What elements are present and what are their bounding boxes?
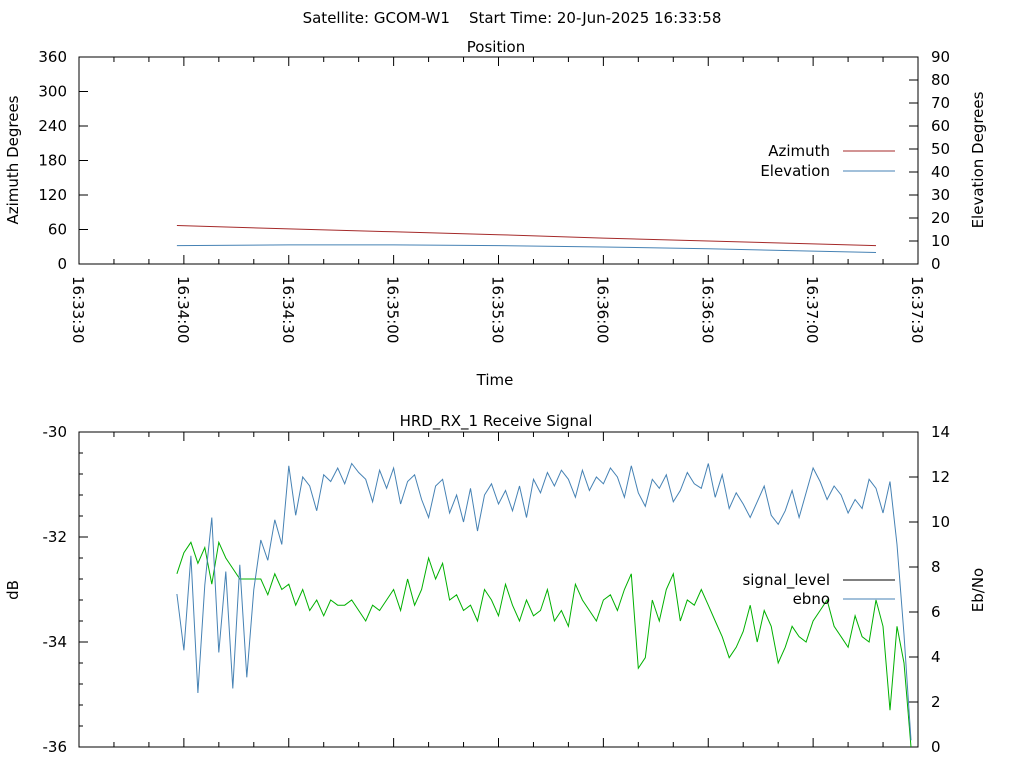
position-x-tick-labels: 16:33:30 16:34:00 16:34:30 16:35:00 16:35:30…	[69, 276, 926, 343]
position-series	[176, 225, 877, 253]
y2-tick-label: 80	[931, 71, 950, 89]
y2-tick-label: 4	[931, 648, 941, 666]
signal-y-tick-labels: -30 -32 -34 -36	[43, 423, 68, 756]
position-chart: Position 0 60 120 180 240 300 360 0 10 20 30 40 50 6…	[4, 38, 987, 389]
y2-tick-label: 0	[931, 255, 941, 273]
position-ylabel: Azimuth Degrees	[4, 95, 22, 224]
y-tick-label: -34	[43, 633, 68, 651]
series-line-azimuth	[176, 225, 877, 247]
signal-ticks	[78, 431, 919, 748]
position-y-tick-labels: 0 60 120 180 240 300 360	[38, 48, 67, 273]
y2-tick-label: 20	[931, 209, 950, 227]
legend-label: Azimuth	[768, 142, 830, 160]
y2-tick-label: 6	[931, 603, 941, 621]
y2-tick-label: 60	[931, 117, 950, 135]
legend-label: Elevation	[760, 162, 830, 180]
x-tick-label: 16:37:00	[803, 276, 821, 343]
y2-tick-label: 2	[931, 693, 941, 711]
y-tick-label: 180	[38, 152, 67, 170]
x-tick-label: 16:33:30	[69, 276, 87, 343]
y-tick-label: 240	[38, 117, 67, 135]
signal-y2-tick-labels: 0 2 4 6 8 10 12 14	[931, 423, 950, 756]
signal-ylabel: dB	[4, 580, 22, 600]
y2-tick-label: 0	[931, 738, 941, 756]
y2-tick-label: 10	[931, 232, 950, 250]
y-tick-label: -36	[43, 738, 68, 756]
y2-tick-label: 14	[931, 423, 950, 441]
y-tick-label: 120	[38, 186, 67, 204]
signal-y2label: Eb/No	[969, 568, 987, 612]
x-tick-label: 16:36:00	[593, 276, 611, 343]
signal-chart-title: HRD_RX_1 Receive Signal	[400, 412, 593, 431]
y-tick-label: 60	[48, 221, 67, 239]
y2-tick-label: 30	[931, 186, 950, 204]
y-tick-label: -32	[43, 528, 68, 546]
x-tick-label: 16:36:30	[698, 276, 716, 343]
page-title: Satellite: GCOM-W1 Start Time: 20-Jun-20…	[303, 9, 722, 27]
legend-label: ebno	[793, 590, 830, 608]
y-tick-label: -30	[43, 423, 68, 441]
position-y2label: Elevation Degrees	[969, 91, 987, 228]
y-tick-label: 0	[57, 255, 67, 273]
y2-tick-label: 50	[931, 140, 950, 158]
signal-chart: HRD_RX_1 Receive Signal -30 -32 -34 -36 0 2 4…	[4, 412, 987, 756]
y2-tick-label: 8	[931, 558, 941, 576]
y-tick-label: 300	[38, 83, 67, 101]
position-chart-title: Position	[467, 38, 525, 56]
series-line-elevation	[176, 244, 877, 253]
y-tick-label: 360	[38, 48, 67, 66]
y2-tick-label: 10	[931, 513, 950, 531]
x-tick-label: 16:35:00	[384, 276, 402, 343]
series-line-ebno	[176, 462, 912, 741]
x-tick-label: 16:35:30	[489, 276, 507, 343]
y2-tick-label: 90	[931, 48, 950, 66]
y2-tick-label: 70	[931, 94, 950, 112]
y2-tick-label: 12	[931, 468, 950, 486]
x-tick-label: 16:34:30	[279, 276, 297, 343]
position-ticks	[78, 56, 919, 265]
x-tick-label: 16:34:00	[174, 276, 192, 343]
y2-tick-label: 40	[931, 163, 950, 181]
series-line-signal_level	[176, 540, 912, 748]
position-xlabel: Time	[476, 371, 514, 389]
position-plot-frame	[78, 56, 919, 265]
legend-label: signal_level	[742, 571, 830, 590]
position-legend: Azimuth Elevation	[760, 142, 895, 180]
x-tick-label: 16:37:30	[908, 276, 926, 343]
signal-series	[176, 462, 912, 748]
position-y2-tick-labels: 0 10 20 30 40 50 60 70 80 90	[931, 48, 950, 273]
